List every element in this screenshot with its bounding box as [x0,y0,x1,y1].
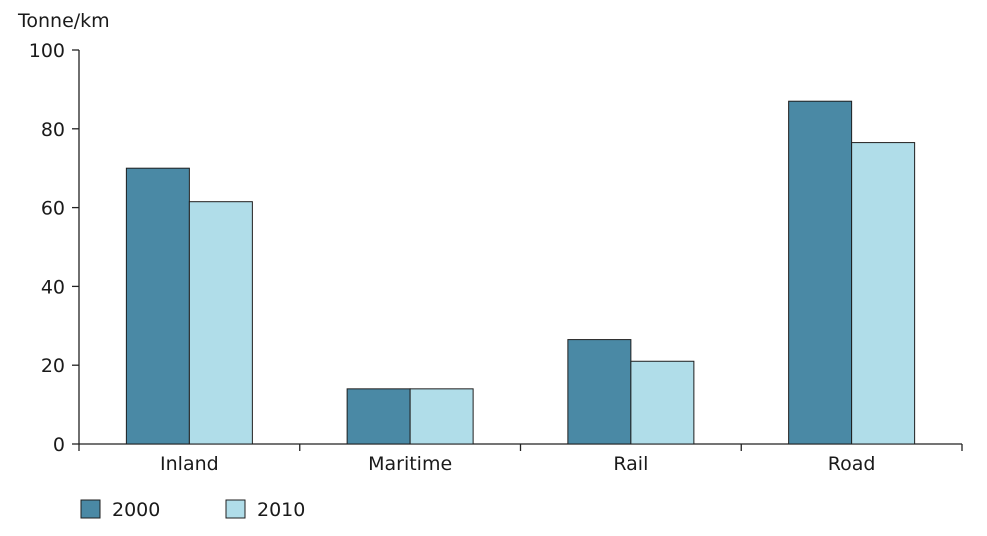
bar-maritime-2010 [409,388,474,445]
legend: 2000 2010 [80,499,305,521]
bar-inland-2000 [125,167,190,445]
bar-rail-2010 [630,360,695,445]
y-axis-ticks: 0 20 40 60 80 100 [29,40,80,456]
legend-swatch [225,499,246,519]
legend-label: 2010 [257,499,305,521]
y-tick-label: 20 [41,355,65,377]
y-tick-label: 80 [41,119,65,141]
y-tick-label: 40 [41,276,65,298]
bar-road-2010 [851,142,916,445]
x-tick-label: Road [828,453,876,475]
x-tick-label: Rail [613,453,648,475]
bar-rail-2000 [567,339,632,445]
x-tick-label: Maritime [368,453,452,475]
bar-inland-2010 [188,201,253,445]
x-tick-label: Inland [160,453,219,475]
bar-maritime-2000 [346,388,411,445]
bar-road-2000 [788,100,853,445]
y-tick-label: 100 [29,40,65,62]
legend-swatch [80,499,101,519]
bars [125,100,916,445]
y-tick-label: 60 [41,198,65,220]
y-axis-label: Tonne/km [17,10,110,32]
legend-label: 2000 [112,499,160,521]
y-tick-label: 0 [53,434,65,456]
x-axis: Inland Maritime Rail Road [78,443,963,475]
